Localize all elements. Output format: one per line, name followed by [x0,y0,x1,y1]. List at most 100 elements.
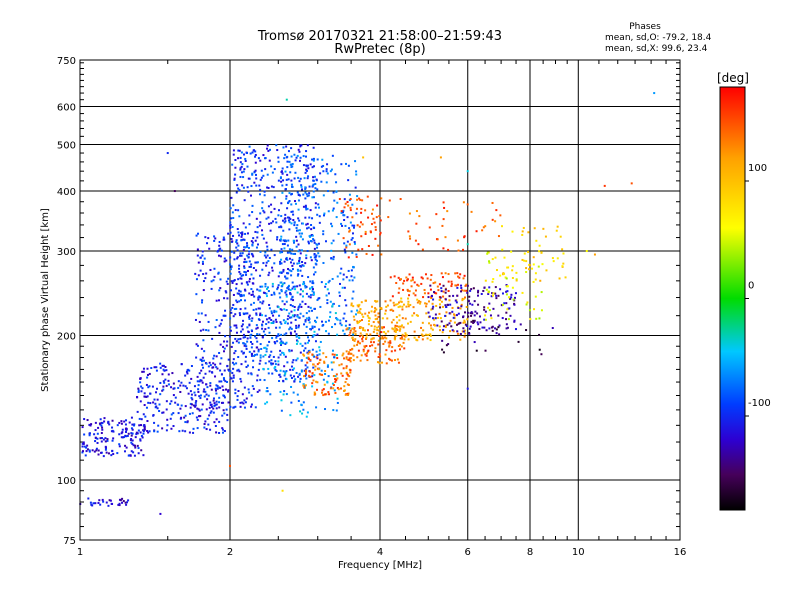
data-point [462,201,465,204]
data-point [284,213,287,216]
data-point [200,312,203,315]
data-point [278,326,281,329]
data-point [371,344,374,347]
data-point [442,284,445,287]
data-point [110,454,113,457]
data-point [311,196,314,199]
data-point [322,214,325,217]
data-point [290,385,293,388]
data-point [243,199,246,202]
data-point [287,267,290,270]
data-point [484,225,487,228]
data-point [429,324,432,327]
data-point [283,217,286,220]
data-point [340,267,343,270]
data-point [356,304,359,307]
data-point [274,360,277,363]
data-point [118,433,121,436]
data-point [289,291,292,294]
data-point [230,196,233,199]
data-point [170,413,173,416]
data-point [263,211,266,214]
data-point [301,232,304,235]
data-point [341,374,344,377]
data-point [365,344,368,347]
data-point [528,268,531,271]
data-point [291,305,294,308]
data-point [357,340,360,343]
data-point [499,274,502,277]
data-point [247,253,250,256]
data-point [295,333,298,336]
data-point [316,299,319,302]
data-point [523,252,526,255]
data-point [438,298,441,301]
data-point [374,350,377,353]
data-point [336,386,339,389]
data-point [290,349,293,352]
data-point [229,256,232,259]
data-point [263,190,266,193]
data-point [459,307,462,310]
data-point [332,255,335,258]
data-point [306,361,309,364]
data-point [456,330,459,333]
data-point [262,330,265,333]
data-point [212,357,215,360]
data-point [425,305,428,308]
data-point [235,240,238,243]
data-point [335,354,338,357]
data-point [329,315,332,318]
data-point [232,234,235,237]
data-point [250,329,253,332]
data-point [301,344,304,347]
data-point [196,344,199,347]
data-point [296,229,299,232]
data-point [218,406,221,409]
data-point [360,301,363,304]
data-point [194,404,197,407]
data-point [86,444,89,447]
data-point [422,334,425,337]
data-point [172,425,175,428]
data-point [234,158,237,161]
data-point [527,250,530,253]
data-point [304,374,307,377]
data-point [450,283,453,286]
data-point [273,254,276,257]
data-point [303,384,306,387]
data-point [356,341,359,344]
data-point [343,286,346,289]
data-point [532,280,535,283]
data-point [171,372,174,375]
data-point [240,165,243,168]
data-point [95,447,98,450]
data-point [230,250,233,253]
data-point [319,172,322,175]
data-point [459,273,462,276]
data-point [219,287,222,290]
data-point [155,405,158,408]
data-point [204,236,207,239]
data-point [326,299,329,302]
data-point [122,500,125,503]
data-point [331,305,334,308]
data-point [264,251,267,254]
data-point [425,333,428,336]
data-point [262,262,265,265]
data-point [195,278,198,281]
data-point [351,327,354,330]
data-point [368,320,371,323]
data-point [274,368,277,371]
data-point [337,232,340,235]
data-point [468,332,471,335]
data-point [184,414,187,417]
data-point [307,305,310,308]
data-point [293,314,296,317]
data-point [100,440,103,443]
data-point [372,330,375,333]
data-point [484,310,487,313]
data-point [305,325,308,328]
data-point [216,385,219,388]
data-point [304,155,307,158]
